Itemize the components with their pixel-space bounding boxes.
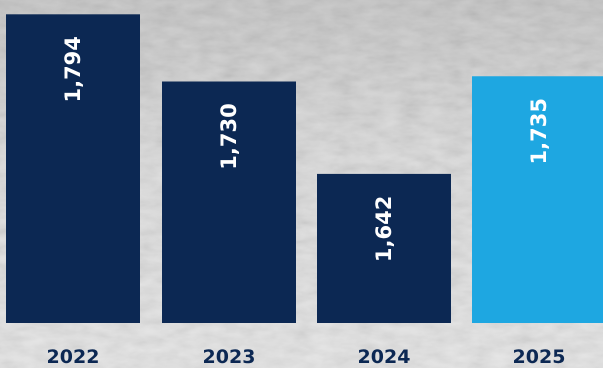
year-label-2022: 2022 (47, 346, 100, 368)
year-label-2023: 2023 (203, 346, 256, 368)
value-label-2022: 1,794 (61, 36, 85, 102)
value-label-2025: 1,735 (527, 98, 551, 164)
value-label-2024: 1,642 (372, 196, 396, 262)
year-label-2025: 2025 (513, 346, 566, 368)
value-label-2023: 1,730 (217, 103, 241, 169)
year-label-2024: 2024 (358, 346, 411, 368)
